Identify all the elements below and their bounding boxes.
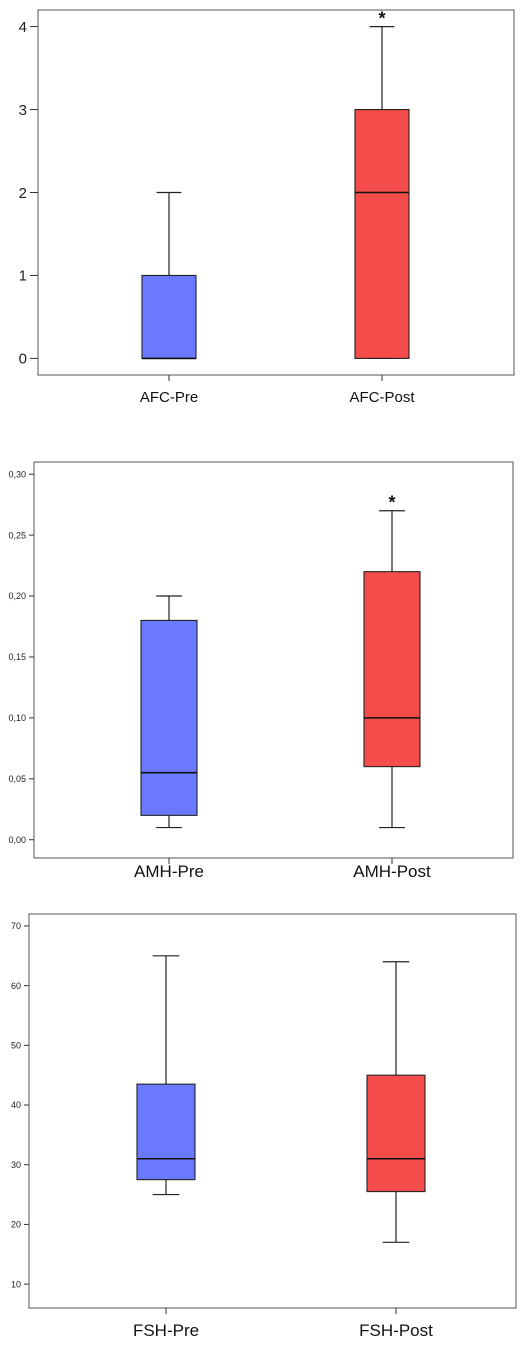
amh-boxplot-panel: 0,00 0,05 0,10 0,15 0,20 0,25 0,30 AMH-Pre * AMH-… [0,452,528,892]
significance-marker: * [378,9,385,29]
afc-boxplot: 0 1 2 3 4 AFC-Pre * AFC-Post [19,9,515,406]
y-tick-label: 0 [19,351,27,368]
plot-frame [28,913,517,1309]
y-tick-label: 0,30 [8,469,26,479]
y-tick-label: 70 [11,921,21,931]
significance-marker: * [388,493,395,513]
amh-boxplot: 0,00 0,05 0,10 0,15 0,20 0,25 0,30 AMH-Pre * AMH-… [8,461,514,881]
y-tick-label: 0,15 [8,652,26,662]
x-category-label: AFC-Pre [140,389,198,406]
x-category-label: FSH-Pre [133,1321,199,1340]
fsh-boxplot: 10 20 30 40 50 60 70 FSH-Pre FSH-Post [11,913,517,1340]
x-category-label: AFC-Post [349,389,415,406]
y-tick-label: 3 [19,102,27,119]
y-tick-label: 2 [19,185,27,202]
y-tick-label: 0,20 [8,591,26,601]
y-tick-label: 10 [11,1279,21,1289]
y-tick-label: 0,25 [8,530,26,540]
y-tick-label: 20 [11,1220,21,1230]
y-tick-label: 0,10 [8,713,26,723]
afc-boxplot-panel: 0 1 2 3 4 AFC-Pre * AFC-Post [0,0,528,410]
iqr-box [363,571,421,768]
y-tick-label: 1 [19,268,27,285]
iqr-box [141,274,197,359]
iqr-box [354,108,410,359]
x-category-label: FSH-Post [359,1321,433,1340]
fsh-boxplot-panel: 10 20 30 40 50 60 70 FSH-Pre FSH-Post [0,908,528,1345]
x-category-label: AMH-Post [353,862,431,881]
y-tick-label: 50 [11,1040,21,1050]
y-tick-label: 30 [11,1160,21,1170]
plot-frame [33,461,514,859]
y-tick-label: 4 [19,19,27,36]
x-category-label: AMH-Pre [134,862,204,881]
y-tick-label: 60 [11,981,21,991]
y-tick-label: 0,05 [8,774,26,784]
plot-frame [37,9,515,376]
y-tick-label: 40 [11,1100,21,1110]
y-tick-label: 0,00 [8,835,26,845]
iqr-box [136,1083,196,1181]
iqr-box [366,1074,426,1193]
iqr-box [140,619,198,816]
